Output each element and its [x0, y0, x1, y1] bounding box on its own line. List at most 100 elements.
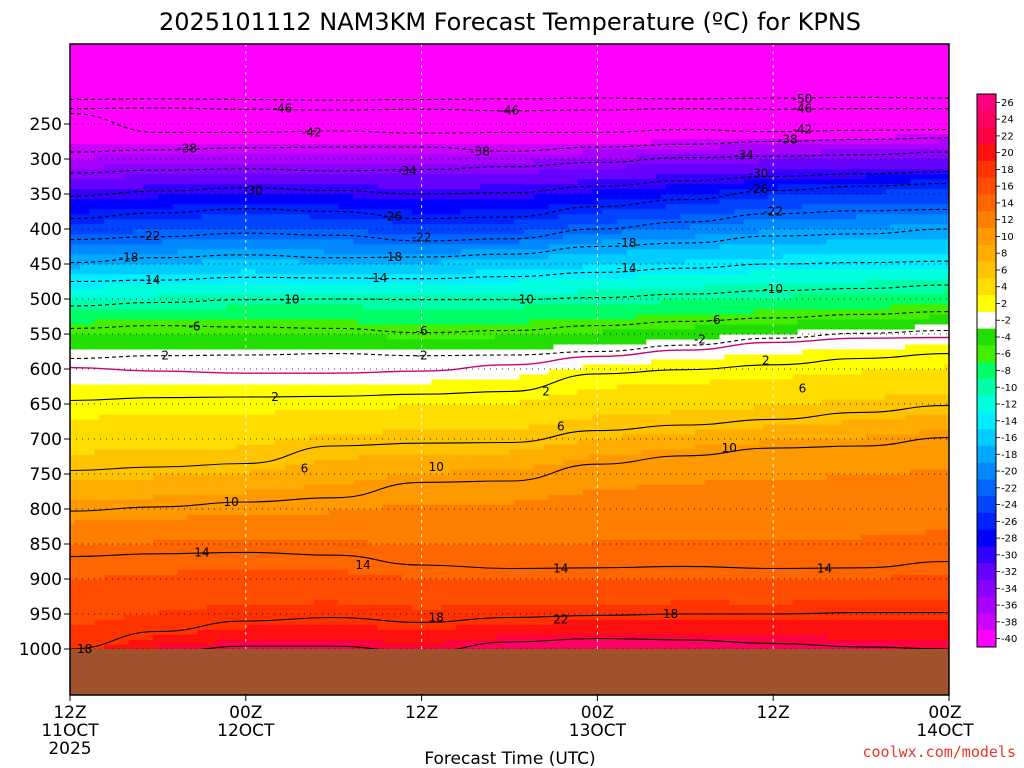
temperature-cell: [309, 284, 315, 295]
temperature-cell: [743, 324, 750, 336]
temperature-cell: [289, 624, 296, 641]
temperature-cell: [465, 244, 472, 250]
temperature-cell: [94, 384, 100, 421]
temperature-cell: [753, 284, 760, 300]
temperature-cell: [475, 639, 481, 646]
temperature-cell: [392, 629, 398, 646]
temperature-cell: [70, 309, 76, 326]
temperature-cell: [651, 274, 657, 290]
temperature-cell: [196, 474, 203, 496]
temperature-cell: [612, 634, 618, 641]
temperature-cell: [118, 449, 125, 481]
temperature-cell: [592, 224, 598, 235]
temperature-cell: [651, 619, 657, 636]
temperature-cell: [709, 599, 716, 621]
temperature-cell: [675, 174, 682, 185]
temperature-cell: [553, 254, 559, 270]
temperature-cell: [797, 539, 804, 581]
temperature-cell: [348, 264, 354, 275]
temperature-cell: [367, 264, 374, 275]
temperature-cell: [363, 274, 369, 285]
temperature-cell: [328, 204, 335, 220]
temperature-cell: [704, 274, 711, 285]
temperature-cell: [416, 384, 423, 406]
temperature-cell: [221, 449, 227, 476]
temperature-cell: [494, 379, 501, 406]
temperature-cell: [406, 579, 413, 606]
temperature-cell: [387, 209, 393, 220]
temperature-cell: [333, 229, 340, 240]
temperature-cell: [133, 244, 139, 255]
temperature-cell: [113, 319, 120, 336]
temperature-cell: [665, 329, 672, 341]
temperature-cell: [309, 174, 315, 185]
temperature-cell: [240, 569, 247, 606]
temperature-cell: [133, 209, 139, 220]
temperature-cell: [646, 619, 652, 636]
temperature-cell: [753, 154, 760, 165]
temperature-cell: [289, 604, 296, 626]
temperature-cell: [636, 579, 642, 606]
temperature-cell: [240, 444, 247, 476]
temperature-cell: [109, 199, 115, 210]
temperature-cell: [231, 569, 237, 606]
temperature-cell: [587, 454, 594, 491]
temperature-cell: [182, 519, 188, 541]
temperature-cell: [680, 484, 686, 541]
temperature-cell: [695, 299, 701, 316]
temperature-cell: [739, 409, 745, 431]
temperature-cell: [216, 284, 222, 295]
temperature-cell: [294, 319, 301, 336]
temperature-cell: [524, 174, 530, 185]
temperature-cell: [826, 254, 833, 270]
temperature-cell: [763, 229, 769, 245]
temperature-cell: [538, 184, 545, 195]
temperature-cell: [314, 459, 320, 486]
temperature-cell: [626, 489, 633, 541]
temperature-cell: [616, 239, 623, 255]
temperature-cell: [621, 44, 628, 145]
temperature-cell: [782, 324, 789, 336]
temperature-cell: [221, 274, 227, 285]
temperature-cell: [812, 539, 818, 581]
temperature-cell: [74, 479, 81, 501]
temperature-cell: [89, 299, 96, 311]
temperature-cell: [592, 204, 598, 215]
temperature-cell: [592, 234, 598, 245]
temperature-cell: [538, 304, 545, 321]
temperature-cell: [109, 544, 115, 576]
temperature-cell: [99, 289, 105, 300]
temperature-cell: [504, 244, 511, 250]
temperature-cell: [504, 579, 511, 606]
temperature-cell: [143, 264, 149, 275]
temperature-cell: [245, 384, 252, 416]
temperature-cell: [382, 189, 389, 200]
temperature-cell: [279, 409, 286, 441]
temperature-cell: [314, 174, 320, 185]
temperature-cell: [626, 219, 633, 230]
temperature-cell: [612, 254, 618, 265]
temperature-cell: [284, 174, 291, 185]
temperature-cell: [177, 474, 183, 496]
temperature-cell: [221, 494, 227, 516]
temperature-cell: [226, 334, 232, 351]
temperature-cell: [543, 424, 550, 446]
temperature-cell: [177, 494, 183, 521]
temperature-cell: [353, 349, 359, 386]
temperature-cell: [607, 239, 613, 255]
temperature-cell: [153, 574, 159, 616]
temperature-cell: [753, 634, 760, 646]
temperature-cell: [455, 244, 462, 255]
temperature-cell: [211, 319, 218, 336]
temperature-cell: [431, 629, 437, 646]
temperature-cell: [201, 144, 208, 155]
temperature-cell: [133, 264, 139, 275]
temperature-cell: [172, 44, 179, 145]
temperature-cell: [446, 199, 452, 215]
temperature-cell: [99, 309, 105, 321]
temperature-cell: [543, 194, 550, 210]
temperature-cell: [148, 264, 154, 275]
temperature-cell: [353, 639, 359, 651]
temperature-cell: [651, 229, 657, 240]
temperature-cell: [192, 449, 198, 476]
